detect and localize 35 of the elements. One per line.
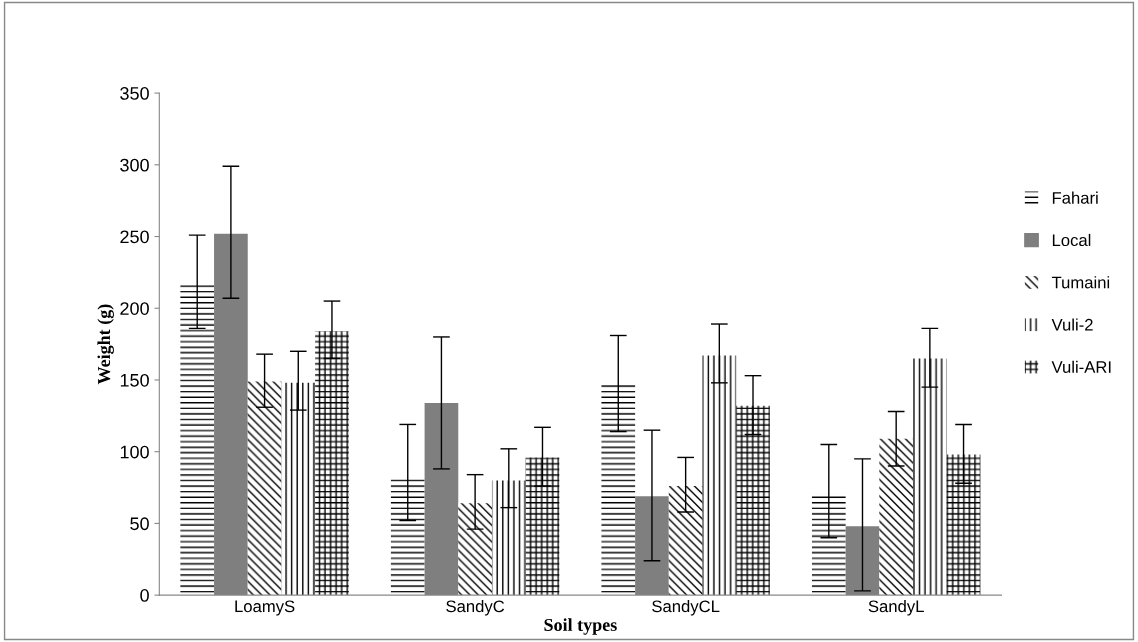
- bar: [180, 285, 215, 596]
- legend-label: Vuli-2: [1051, 318, 1093, 331]
- x-tick-label: SandyL: [868, 600, 924, 616]
- legend-label: Fahari: [1052, 191, 1098, 204]
- y-tick-label: 50: [130, 517, 149, 531]
- bar: [247, 381, 282, 596]
- y-tick-label: 250: [120, 230, 149, 244]
- bar: [601, 384, 636, 596]
- x-tick-label: SandyC: [446, 600, 505, 616]
- x-tick-label: LoamyS: [235, 600, 295, 616]
- bar: [525, 457, 560, 596]
- legend-label: Vuli-ARI: [1051, 360, 1111, 373]
- legend-label: Local: [1052, 233, 1091, 247]
- x-tick-label: SandyCL: [652, 600, 720, 616]
- y-tick-label: 100: [120, 445, 149, 459]
- bar: [736, 405, 770, 596]
- x-axis-title: Soil types: [544, 618, 617, 635]
- bar: [879, 438, 914, 596]
- bar: [913, 358, 947, 596]
- y-tick-label: 350: [120, 87, 149, 100]
- bar: [458, 503, 492, 596]
- bar: [702, 355, 737, 596]
- y-axis-title: Weight (g): [97, 304, 114, 385]
- y-tick-label: 150: [120, 373, 149, 387]
- bar: [491, 480, 526, 596]
- bar: [315, 331, 349, 596]
- bar: [668, 486, 703, 596]
- bar: [811, 493, 846, 596]
- y-tick-label: 200: [120, 302, 149, 315]
- bar: [281, 382, 316, 596]
- bar: [946, 454, 981, 596]
- bar: [390, 477, 425, 596]
- y-tick-label: 300: [120, 158, 149, 172]
- y-tick-label: 0: [140, 589, 149, 602]
- legend-label: Tumaini: [1051, 276, 1110, 289]
